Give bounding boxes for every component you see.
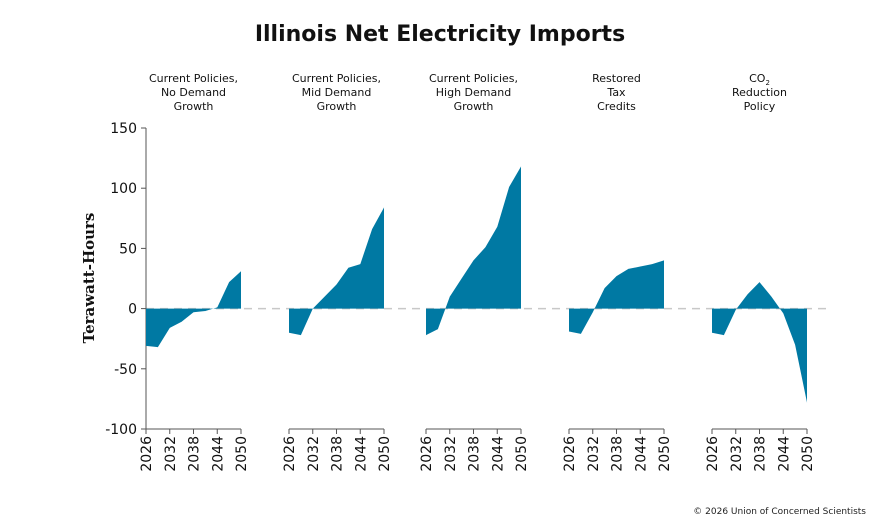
x-tick-label: 2050 <box>377 436 393 472</box>
x-tick-label: 2050 <box>514 436 530 472</box>
area-series-3 <box>426 166 521 336</box>
panel-title-line: Mid Demand <box>302 86 372 99</box>
x-tick-label: 2038 <box>330 436 346 472</box>
panel-title-line: Reduction <box>732 86 787 99</box>
area-series-1 <box>146 271 241 348</box>
x-tick-label: 2032 <box>729 436 745 472</box>
panel-title-line: High Demand <box>436 86 511 99</box>
x-tick-label: 2026 <box>705 436 721 472</box>
area-series-5 <box>712 282 807 403</box>
y-axis-label: Terawatt-Hours <box>80 213 98 344</box>
x-tick-label: 2038 <box>753 436 769 472</box>
panel-title-line: Growth <box>174 100 214 113</box>
x-tick-label: 2044 <box>210 436 226 472</box>
credit: © 2026 Union of Concerned Scientists <box>693 507 866 517</box>
area-series-4 <box>569 260 664 334</box>
chart-title: Illinois Net Electricity Imports <box>255 22 625 47</box>
panel-title-line: CO2 <box>749 72 770 87</box>
y-tick-label: 0 <box>128 302 137 318</box>
panel-title-line: Growth <box>454 100 494 113</box>
x-tick-label: 2044 <box>776 436 792 472</box>
x-tick-label: 2026 <box>419 436 435 472</box>
panel-title-line: Restored <box>592 72 641 85</box>
x-tick-label: 2050 <box>657 436 673 472</box>
y-tick-label: 150 <box>110 121 137 137</box>
y-tick-label: -100 <box>105 422 137 438</box>
y-tick-label: 50 <box>119 241 137 257</box>
x-tick-label: 2026 <box>562 436 578 472</box>
x-tick-label: 2038 <box>467 436 483 472</box>
panel-title-line: No Demand <box>161 86 226 99</box>
panel-title-line: Growth <box>317 100 357 113</box>
x-tick-label: 2038 <box>187 436 203 472</box>
x-tick-label: 2044 <box>353 436 369 472</box>
panel-title-line: Policy <box>744 100 776 113</box>
x-tick-label: 2044 <box>633 436 649 472</box>
area-series-2 <box>289 207 384 336</box>
x-tick-label: 2050 <box>800 436 816 472</box>
x-tick-label: 2032 <box>306 436 322 472</box>
y-tick-label: -50 <box>114 362 137 378</box>
panel-title-line: Current Policies, <box>292 72 381 85</box>
panel-title-line: Current Policies, <box>149 72 238 85</box>
x-tick-label: 2032 <box>586 436 602 472</box>
panel-title-line: Credits <box>597 100 636 113</box>
x-tick-label: 2044 <box>490 436 506 472</box>
x-tick-label: 2038 <box>610 436 626 472</box>
panel-title-line: Current Policies, <box>429 72 518 85</box>
panel-title-line: Tax <box>606 86 626 99</box>
x-tick-label: 2026 <box>282 436 298 472</box>
x-tick-label: 2032 <box>443 436 459 472</box>
y-tick-label: 100 <box>110 181 137 197</box>
x-tick-label: 2032 <box>163 436 179 472</box>
x-tick-label: 2026 <box>139 436 155 472</box>
x-tick-label: 2050 <box>234 436 250 472</box>
